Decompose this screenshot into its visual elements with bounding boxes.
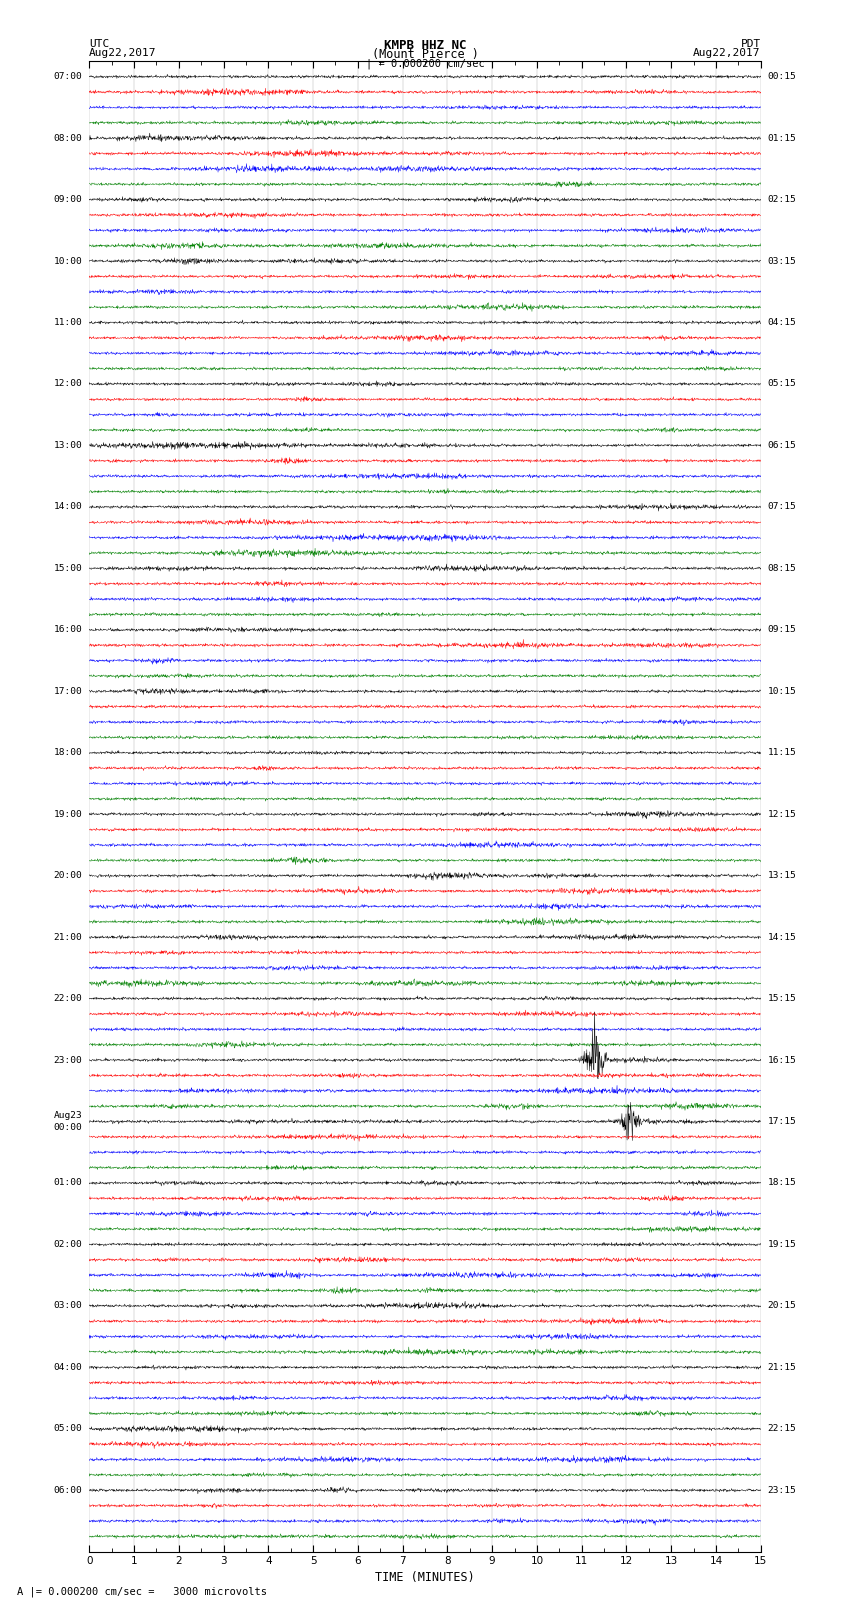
Text: 12:00: 12:00 xyxy=(54,379,82,389)
Text: 15:15: 15:15 xyxy=(768,994,796,1003)
Text: 03:00: 03:00 xyxy=(54,1302,82,1310)
Text: 14:00: 14:00 xyxy=(54,502,82,511)
Text: Aug22,2017: Aug22,2017 xyxy=(89,48,156,58)
Text: 00:00: 00:00 xyxy=(54,1123,82,1132)
Text: 10:15: 10:15 xyxy=(768,687,796,695)
Text: 08:15: 08:15 xyxy=(768,565,796,573)
Text: 18:15: 18:15 xyxy=(768,1179,796,1187)
Text: UTC: UTC xyxy=(89,39,110,48)
Text: 13:15: 13:15 xyxy=(768,871,796,881)
Text: 03:15: 03:15 xyxy=(768,256,796,266)
Text: 06:15: 06:15 xyxy=(768,440,796,450)
Text: 14:15: 14:15 xyxy=(768,932,796,942)
Text: 09:15: 09:15 xyxy=(768,626,796,634)
Text: 01:15: 01:15 xyxy=(768,134,796,142)
Text: Aug23: Aug23 xyxy=(54,1111,82,1119)
Text: 06:00: 06:00 xyxy=(54,1486,82,1495)
Text: 07:15: 07:15 xyxy=(768,502,796,511)
Text: 21:00: 21:00 xyxy=(54,932,82,942)
Text: 19:15: 19:15 xyxy=(768,1240,796,1248)
Text: 16:15: 16:15 xyxy=(768,1055,796,1065)
Text: 00:15: 00:15 xyxy=(768,73,796,81)
Text: 02:15: 02:15 xyxy=(768,195,796,205)
Text: 04:00: 04:00 xyxy=(54,1363,82,1371)
Text: 17:15: 17:15 xyxy=(768,1116,796,1126)
Text: 17:00: 17:00 xyxy=(54,687,82,695)
Text: A |= 0.000200 cm/sec =   3000 microvolts: A |= 0.000200 cm/sec = 3000 microvolts xyxy=(17,1586,267,1597)
Text: 01:00: 01:00 xyxy=(54,1179,82,1187)
Text: (Mount Pierce ): (Mount Pierce ) xyxy=(371,48,479,61)
Text: KMPB HHZ NC: KMPB HHZ NC xyxy=(383,39,467,52)
Text: Aug22,2017: Aug22,2017 xyxy=(694,48,761,58)
Text: 22:15: 22:15 xyxy=(768,1424,796,1434)
Text: PDT: PDT xyxy=(740,39,761,48)
Text: 09:00: 09:00 xyxy=(54,195,82,205)
Text: 23:15: 23:15 xyxy=(768,1486,796,1495)
Text: 07:00: 07:00 xyxy=(54,73,82,81)
Text: 22:00: 22:00 xyxy=(54,994,82,1003)
Text: 23:00: 23:00 xyxy=(54,1055,82,1065)
Text: 21:15: 21:15 xyxy=(768,1363,796,1371)
Text: 08:00: 08:00 xyxy=(54,134,82,142)
Text: 11:15: 11:15 xyxy=(768,748,796,756)
Text: 05:00: 05:00 xyxy=(54,1424,82,1434)
Text: 20:15: 20:15 xyxy=(768,1302,796,1310)
Text: 19:00: 19:00 xyxy=(54,810,82,819)
Text: 02:00: 02:00 xyxy=(54,1240,82,1248)
Text: 16:00: 16:00 xyxy=(54,626,82,634)
Text: 10:00: 10:00 xyxy=(54,256,82,266)
Text: 13:00: 13:00 xyxy=(54,440,82,450)
Text: 05:15: 05:15 xyxy=(768,379,796,389)
X-axis label: TIME (MINUTES): TIME (MINUTES) xyxy=(375,1571,475,1584)
Text: 15:00: 15:00 xyxy=(54,565,82,573)
Text: 20:00: 20:00 xyxy=(54,871,82,881)
Text: 18:00: 18:00 xyxy=(54,748,82,756)
Text: | = 0.000200 cm/sec: | = 0.000200 cm/sec xyxy=(366,58,484,69)
Text: 11:00: 11:00 xyxy=(54,318,82,327)
Text: 12:15: 12:15 xyxy=(768,810,796,819)
Text: 04:15: 04:15 xyxy=(768,318,796,327)
